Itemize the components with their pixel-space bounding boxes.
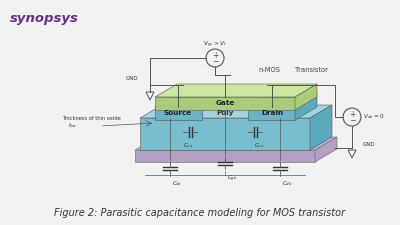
Polygon shape	[155, 94, 224, 107]
Text: $C_{gb}$: $C_{gb}$	[227, 174, 237, 184]
Text: Drain: Drain	[261, 110, 283, 116]
Polygon shape	[155, 107, 202, 120]
Text: $t_{ox}$: $t_{ox}$	[68, 122, 77, 130]
Polygon shape	[310, 105, 332, 150]
Polygon shape	[155, 84, 317, 97]
Text: $C_{ox}$: $C_{ox}$	[254, 141, 264, 150]
Text: +: +	[349, 110, 355, 119]
Text: Thickness of thin oxide: Thickness of thin oxide	[62, 117, 121, 122]
Text: n-MOS: n-MOS	[258, 67, 280, 73]
Polygon shape	[248, 94, 317, 107]
Text: GND: GND	[126, 76, 138, 81]
Text: Poly: Poly	[216, 110, 234, 116]
Text: −: −	[349, 116, 355, 125]
Text: $C_{db}$: $C_{db}$	[282, 179, 292, 188]
Text: $V_{ds} = 0$: $V_{ds} = 0$	[363, 112, 384, 122]
Text: $C_{ox}$: $C_{ox}$	[183, 141, 193, 150]
Polygon shape	[248, 107, 295, 120]
Text: $C_{sb}$: $C_{sb}$	[172, 179, 182, 188]
Polygon shape	[140, 118, 310, 150]
Polygon shape	[315, 137, 337, 162]
Polygon shape	[295, 84, 317, 110]
Text: GND: GND	[363, 142, 376, 148]
Polygon shape	[135, 137, 337, 150]
Text: +: +	[212, 51, 218, 60]
Polygon shape	[295, 94, 317, 120]
Text: ·: ·	[72, 12, 74, 21]
Text: Source: Source	[164, 110, 192, 116]
Text: synopsys: synopsys	[10, 12, 79, 25]
Polygon shape	[135, 150, 315, 162]
Text: Figure 2: Parasitic capacitance modeling for MOS transistor: Figure 2: Parasitic capacitance modeling…	[54, 208, 346, 218]
Polygon shape	[155, 97, 295, 110]
Text: Transistor: Transistor	[295, 67, 328, 73]
Text: $V_{gs} > V_t$: $V_{gs} > V_t$	[203, 40, 227, 50]
Text: Gate: Gate	[215, 100, 235, 106]
Polygon shape	[140, 105, 332, 118]
Text: −: −	[212, 57, 218, 66]
